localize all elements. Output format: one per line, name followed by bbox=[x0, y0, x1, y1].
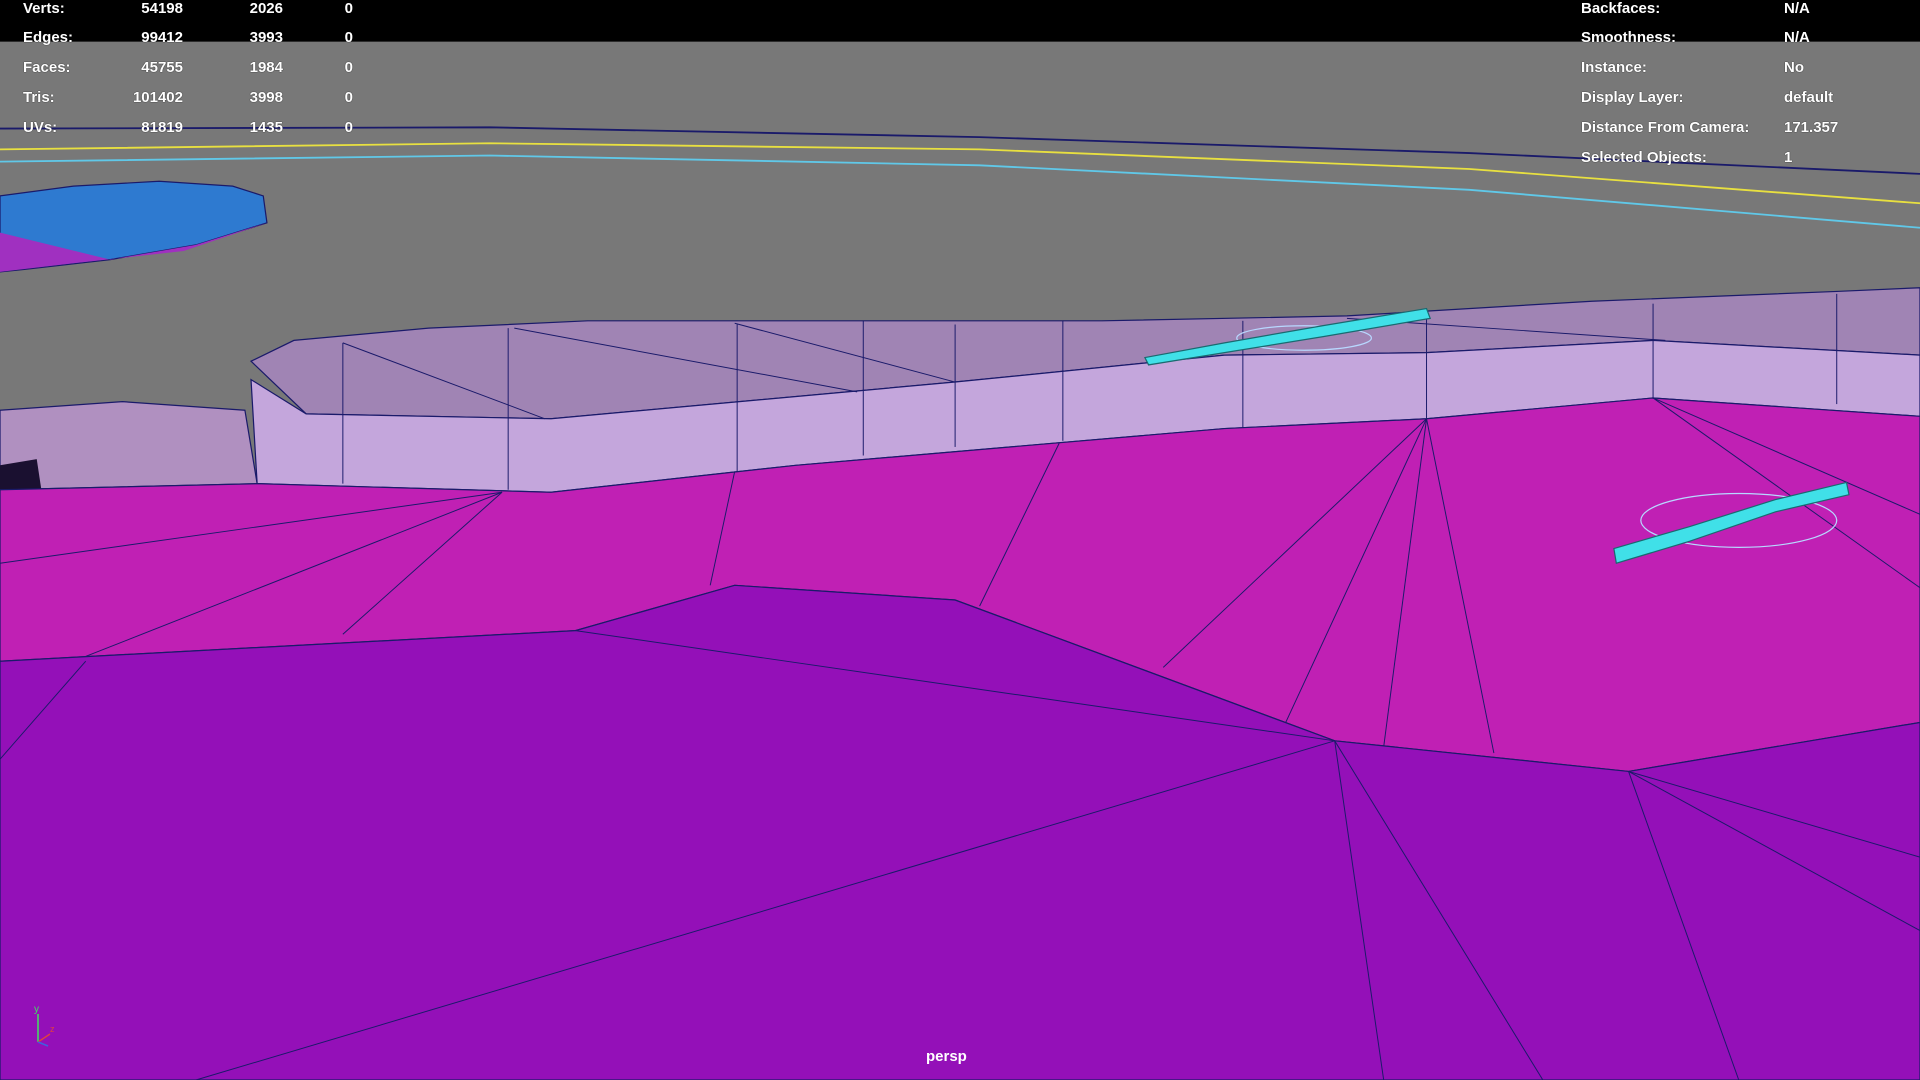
value: 0 bbox=[344, 29, 353, 46]
curve-yellow bbox=[0, 142, 1920, 205]
value: 171.357 bbox=[1784, 119, 1839, 136]
curve-cyan bbox=[0, 154, 1920, 229]
value: 0 bbox=[344, 59, 353, 76]
left-ledge bbox=[0, 401, 258, 491]
value: 101402 bbox=[132, 89, 183, 106]
hud-row-backfaces: Backfaces: N/A bbox=[1581, 0, 1810, 17]
slope-wire bbox=[0, 397, 1920, 754]
label: UVs: bbox=[23, 119, 58, 136]
hud-black-band bbox=[0, 0, 1920, 42]
label: Faces: bbox=[23, 59, 71, 76]
hud-row-edges: Edges: 99412 3993 0 bbox=[23, 29, 353, 46]
hud-row-faces: Faces: 45755 1984 0 bbox=[23, 59, 353, 76]
value: 0 bbox=[344, 119, 353, 136]
value: N/A bbox=[1784, 0, 1810, 17]
label: Instance: bbox=[1581, 59, 1647, 76]
value: 54198 bbox=[141, 0, 183, 17]
ground-surface[interactable] bbox=[0, 584, 1920, 1080]
label: Distance From Camera: bbox=[1581, 119, 1750, 136]
value: No bbox=[1784, 59, 1804, 76]
selected-object-1[interactable] bbox=[1143, 307, 1432, 366]
horizon-line bbox=[0, 126, 1920, 175]
label: Backfaces: bbox=[1581, 0, 1661, 17]
selected-object-2[interactable] bbox=[1613, 481, 1850, 565]
label: Smoothness: bbox=[1581, 29, 1677, 46]
label: Tris: bbox=[23, 89, 55, 106]
label: Edges: bbox=[23, 29, 74, 46]
hud-row-instance: Instance: No bbox=[1581, 59, 1804, 76]
value: 0 bbox=[344, 89, 353, 106]
value: default bbox=[1784, 89, 1834, 106]
value: 1 bbox=[1784, 149, 1793, 166]
value: 2026 bbox=[249, 0, 283, 17]
axis-gizmo-icon: y z bbox=[34, 1004, 55, 1047]
value: 3998 bbox=[249, 89, 283, 106]
hud-row-verts: Verts: 54198 2026 0 bbox=[23, 0, 353, 17]
value: 1984 bbox=[249, 59, 283, 76]
hud-row-selected-objects: Selected Objects: 1 bbox=[1581, 149, 1792, 166]
axis-z-label: z bbox=[50, 1024, 55, 1034]
hud-row-uvs: UVs: 81819 1435 0 bbox=[23, 119, 353, 136]
value: 99412 bbox=[141, 29, 183, 46]
label: Selected Objects: bbox=[1581, 149, 1707, 166]
value: 1435 bbox=[249, 119, 283, 136]
hud-row-distance: Distance From Camera: 171.357 bbox=[1581, 119, 1838, 136]
value: 81819 bbox=[141, 119, 183, 136]
hud-row-display-layer: Display Layer: default bbox=[1581, 89, 1833, 106]
axis-y-label: y bbox=[34, 1004, 39, 1015]
camera-label: persp bbox=[926, 1048, 967, 1065]
value: N/A bbox=[1784, 29, 1810, 46]
label: Display Layer: bbox=[1581, 89, 1684, 106]
value: 3993 bbox=[249, 29, 283, 46]
value: 45755 bbox=[141, 59, 183, 76]
hud-row-smoothness: Smoothness: N/A bbox=[1581, 29, 1810, 46]
hud-row-tris: Tris: 101402 3998 0 bbox=[23, 89, 353, 106]
ground-wire bbox=[0, 630, 1920, 1080]
label: Verts: bbox=[23, 0, 65, 17]
value: 0 bbox=[344, 0, 353, 17]
blue-object[interactable] bbox=[0, 180, 268, 273]
